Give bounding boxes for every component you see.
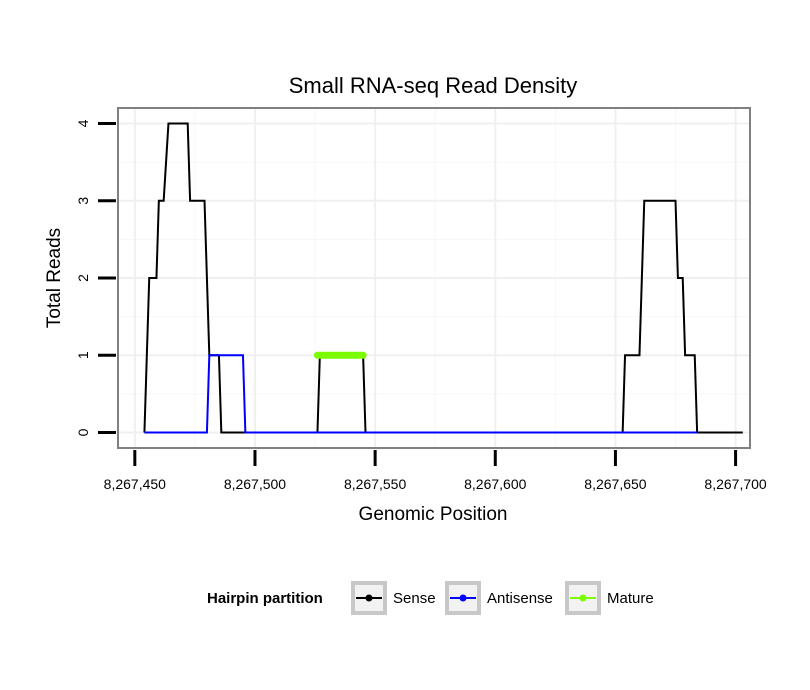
chart-title: Small RNA-seq Read Density — [289, 73, 578, 98]
series-layer — [143, 122, 743, 434]
y-tick-label: 1 — [75, 351, 91, 359]
x-axis-title: Genomic Position — [359, 504, 508, 525]
legend-label-mature: Mature — [607, 590, 654, 607]
y-axis: 0 1 2 3 4 — [75, 119, 116, 436]
legend-key-dot — [365, 594, 373, 602]
y-tick-label: 2 — [75, 274, 91, 282]
x-tick-label: 8,267,600 — [464, 476, 526, 492]
x-tick-label: 8,267,550 — [344, 476, 406, 492]
x-axis: 8,267,450 8,267,500 8,267,550 8,267,600 8,26… — [104, 450, 767, 492]
legend-key-dot — [579, 594, 587, 602]
x-tick-label: 8,267,500 — [224, 476, 286, 492]
y-axis-title: Total Reads — [44, 228, 65, 328]
x-tick-label: 8,267,450 — [104, 476, 166, 492]
legend-key-dot — [459, 594, 467, 602]
x-tick-label: 8,267,700 — [704, 476, 766, 492]
y-tick-label: 3 — [75, 197, 91, 205]
legend-title: Hairpin partition — [207, 590, 323, 607]
legend-label-sense: Sense — [393, 590, 436, 607]
y-tick-label: 0 — [75, 428, 91, 436]
plot-border — [117, 107, 751, 449]
legend: Hairpin partition Sense Antisense Mature — [207, 581, 654, 615]
legend-label-antisense: Antisense — [487, 590, 553, 607]
series-line-antisense — [144, 354, 698, 434]
x-tick-label: 8,267,650 — [584, 476, 646, 492]
y-tick-label: 4 — [75, 119, 91, 127]
